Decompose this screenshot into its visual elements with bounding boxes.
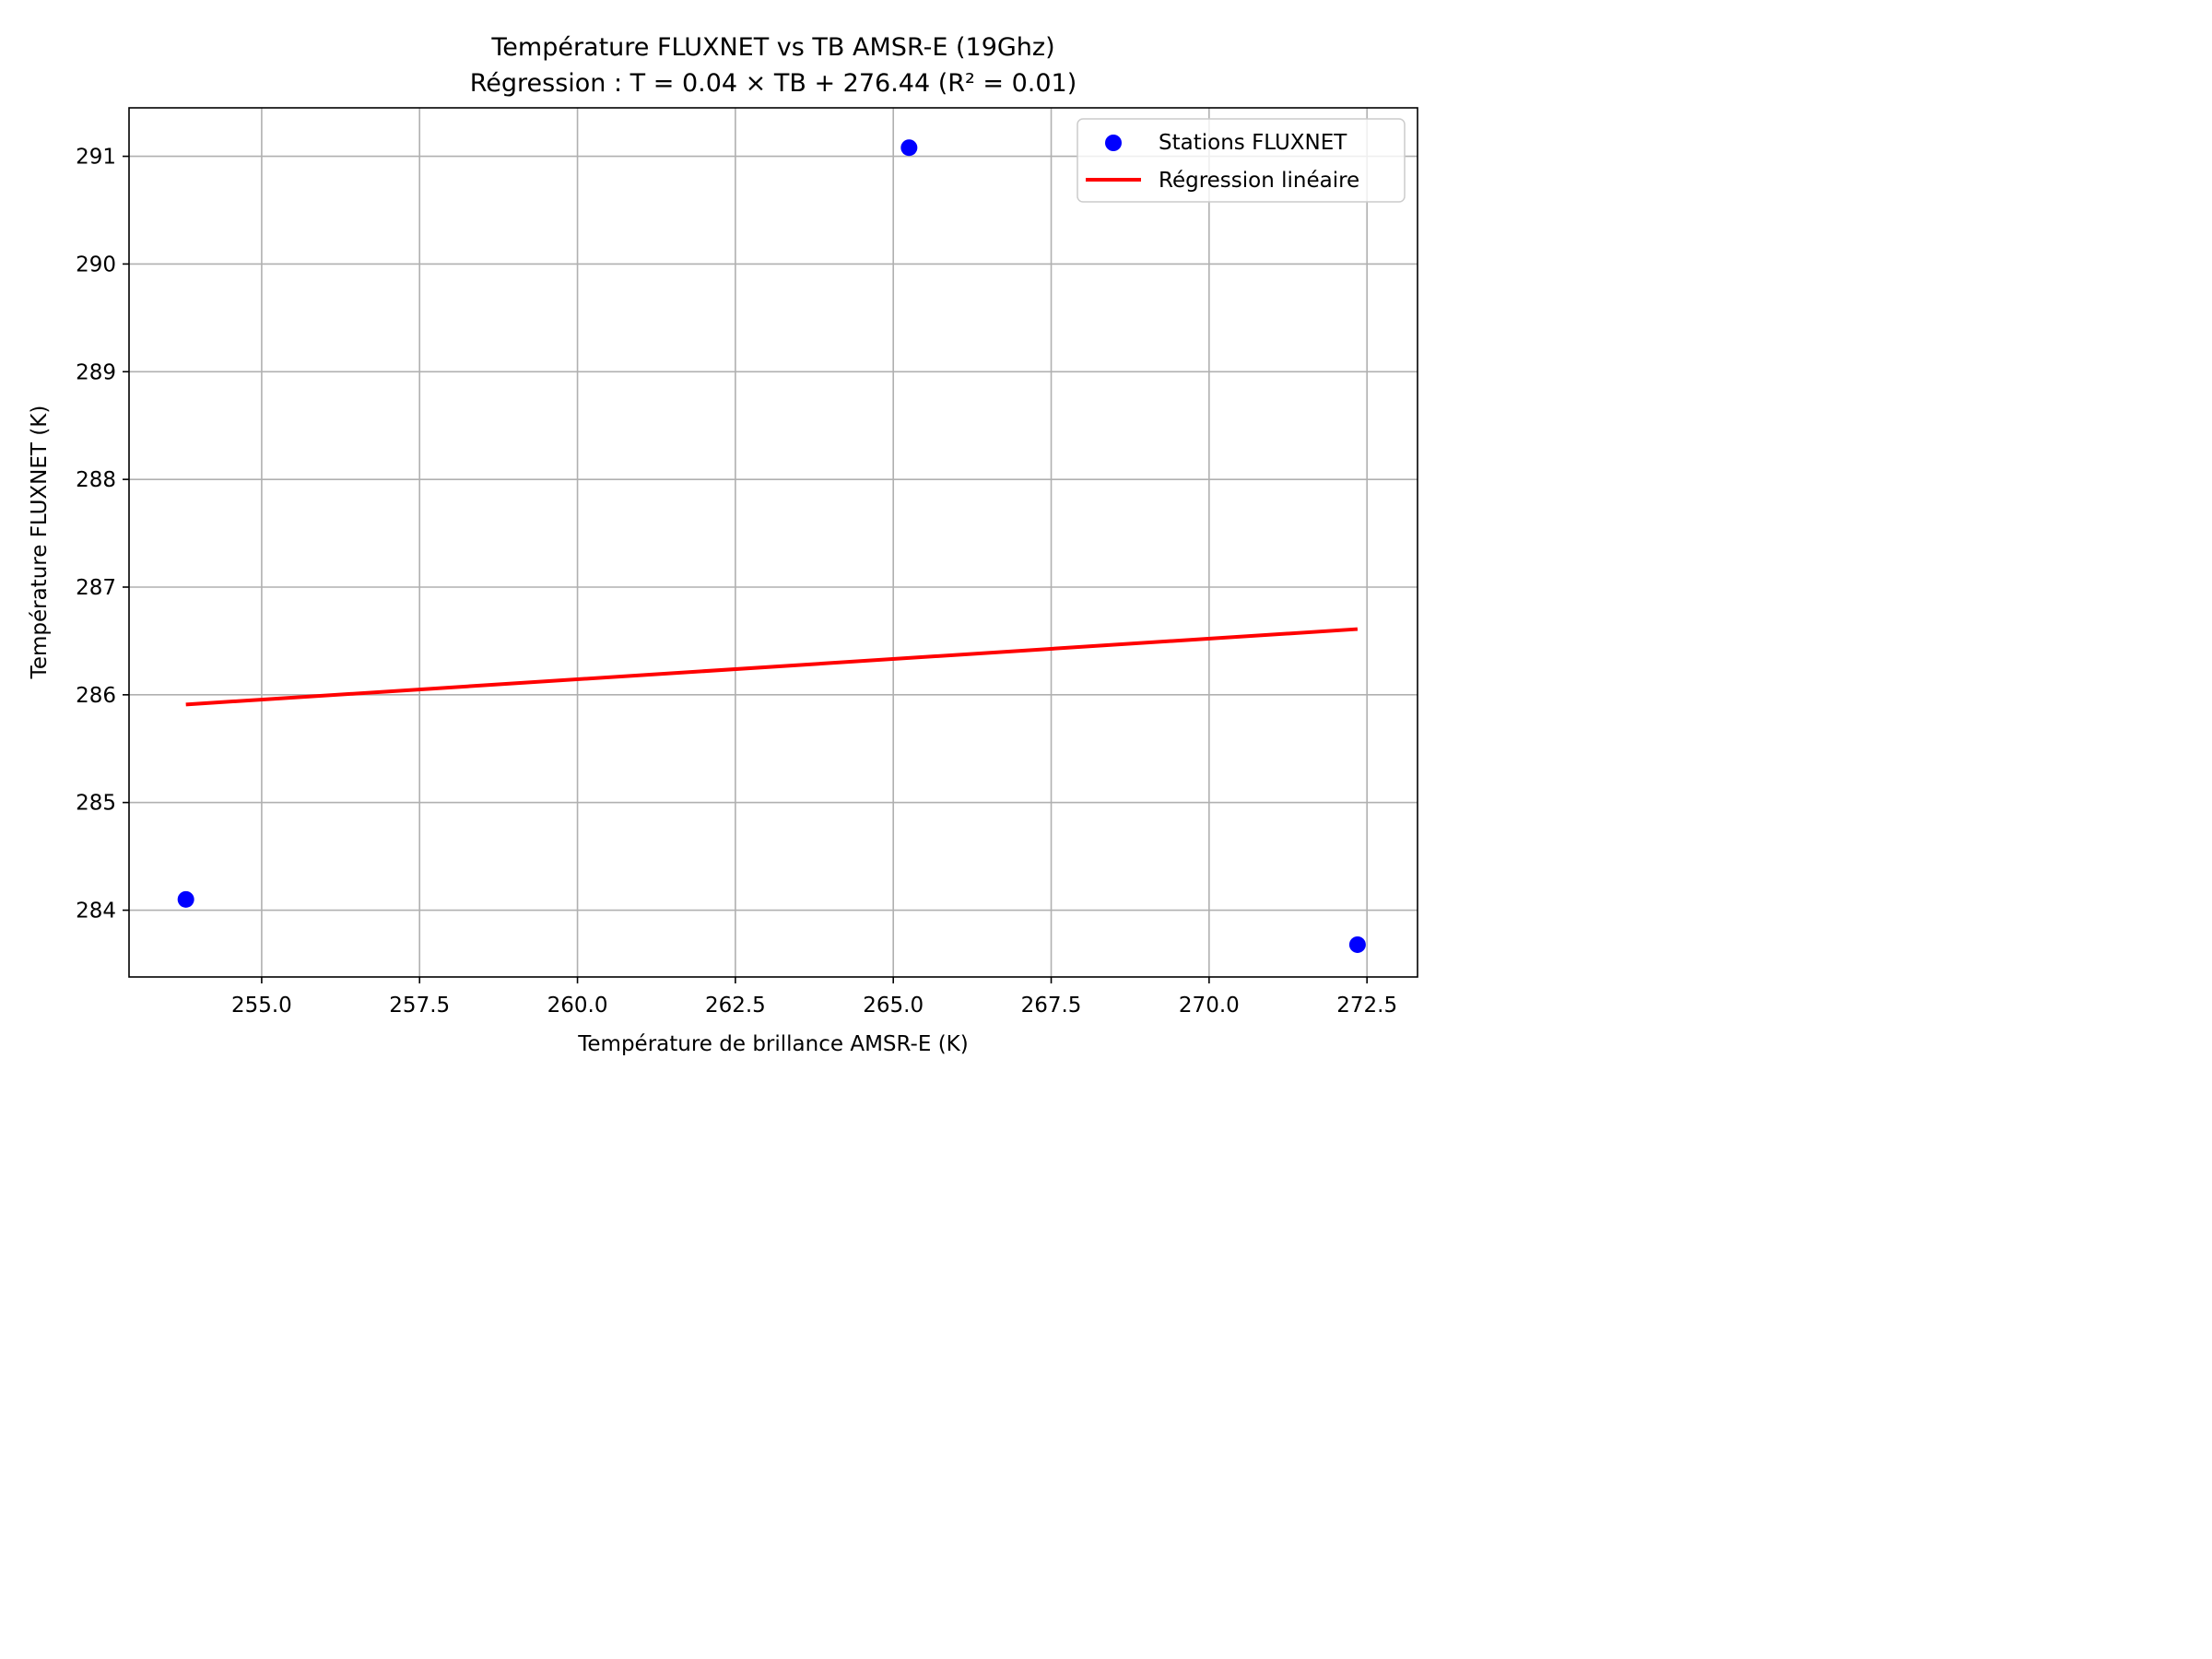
legend-box <box>1077 118 1406 203</box>
x-axis: 255.0 257.5 260.0 262.5 265.0 267.5 270.0 272.5 <box>231 977 1397 1018</box>
y-axis-label: Température FLUXNET (K) <box>28 406 52 680</box>
x-tick-label: 260.0 <box>547 994 608 1018</box>
y-tick-label: 285 <box>76 792 116 816</box>
legend-label-stations: Stations FLUXNET <box>1159 131 1347 155</box>
x-tick-label: 262.5 <box>705 994 766 1018</box>
y-tick-label: 289 <box>76 360 116 384</box>
y-tick-label: 291 <box>76 146 116 170</box>
legend: Stations FLUXNET Régression linéaire <box>1077 118 1406 203</box>
x-axis-label: Température de brillance AMSR-E (K) <box>577 1032 968 1056</box>
scatter-point <box>900 139 918 157</box>
y-tick-label: 288 <box>76 468 116 492</box>
x-tick-label: 267.5 <box>1021 994 1082 1018</box>
x-tick-label: 255.0 <box>231 994 292 1018</box>
y-axis: 284 285 286 287 288 289 290 291 <box>76 146 129 924</box>
y-tick-label: 284 <box>76 900 116 924</box>
scatter-point <box>177 890 194 908</box>
legend-marker-stations <box>1105 135 1122 151</box>
regression-line <box>185 627 1359 707</box>
data-layer <box>177 139 1366 953</box>
x-tick-label: 272.5 <box>1336 994 1397 1018</box>
y-tick-label: 286 <box>76 684 116 708</box>
y-tick-label: 287 <box>76 576 116 600</box>
chart: Température FLUXNET vs TB AMSR-E (19Ghz)… <box>28 33 1418 1056</box>
chart-title: Température FLUXNET vs TB AMSR-E (19Ghz) <box>490 33 1054 62</box>
chart-subtitle: Régression : T = 0.04 × TB + 276.44 (R² … <box>470 69 1077 98</box>
y-tick-label: 290 <box>76 253 116 276</box>
legend-label-regression: Régression linéaire <box>1159 169 1359 193</box>
plot-area-frame <box>128 107 1418 978</box>
grid-lines <box>129 108 1418 977</box>
scatter-point <box>1348 935 1366 953</box>
x-tick-label: 257.5 <box>389 994 450 1018</box>
x-tick-label: 270.0 <box>1179 994 1240 1018</box>
x-tick-label: 265.0 <box>863 994 924 1018</box>
